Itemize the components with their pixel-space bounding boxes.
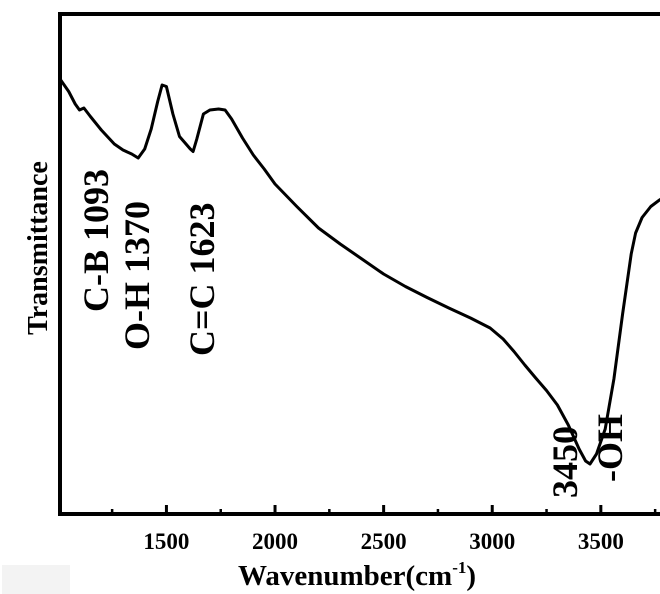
x-tick-label-2000: 2000 — [252, 529, 298, 554]
x-ticks — [110, 505, 657, 514]
annotation-cc-1623: C=C 1623 — [182, 202, 222, 356]
corner-patch — [2, 565, 70, 594]
annotation-oh-group: -OH — [590, 414, 630, 482]
annotation-3450: 3450 — [545, 426, 585, 498]
x-tick-label-2500: 2500 — [361, 529, 407, 554]
annotation-cb-1093: C-B 1093 — [76, 169, 116, 312]
y-axis-label: Transmittance — [23, 161, 54, 335]
plot-frame — [58, 12, 660, 516]
x-axis-label: Wavenumber(cm-1) — [238, 558, 476, 592]
x-tick-label-3500: 3500 — [578, 529, 624, 554]
annotation-oh-1370: O-H 1370 — [117, 201, 157, 350]
x-tick-label-1500: 1500 — [143, 529, 189, 554]
spectrum-line — [58, 78, 660, 466]
x-tick-label-3000: 3000 — [469, 529, 515, 554]
x-tick-labels: 1500 2000 2500 3000 3500 — [143, 529, 623, 554]
